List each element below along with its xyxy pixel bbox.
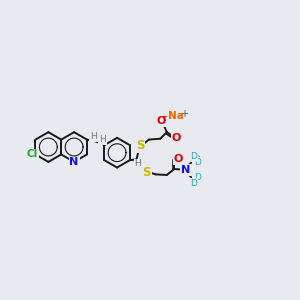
Text: D: D xyxy=(193,155,200,164)
Text: N: N xyxy=(181,165,190,175)
Text: O: O xyxy=(174,154,183,164)
Text: D: D xyxy=(190,179,197,188)
Text: S: S xyxy=(136,139,144,152)
Text: O: O xyxy=(172,133,181,143)
Text: N: N xyxy=(70,158,79,167)
Text: S: S xyxy=(142,166,151,179)
Text: D: D xyxy=(194,173,201,182)
Text: D: D xyxy=(194,158,201,167)
Text: H: H xyxy=(99,135,106,144)
Text: Na: Na xyxy=(168,110,184,121)
Text: +: + xyxy=(180,109,188,119)
Text: H: H xyxy=(90,132,97,141)
Text: D: D xyxy=(190,152,197,161)
Text: D: D xyxy=(193,176,200,185)
Text: −: − xyxy=(161,112,170,122)
Text: H: H xyxy=(134,160,141,169)
Text: Cl: Cl xyxy=(27,149,38,160)
Text: O: O xyxy=(156,116,166,126)
